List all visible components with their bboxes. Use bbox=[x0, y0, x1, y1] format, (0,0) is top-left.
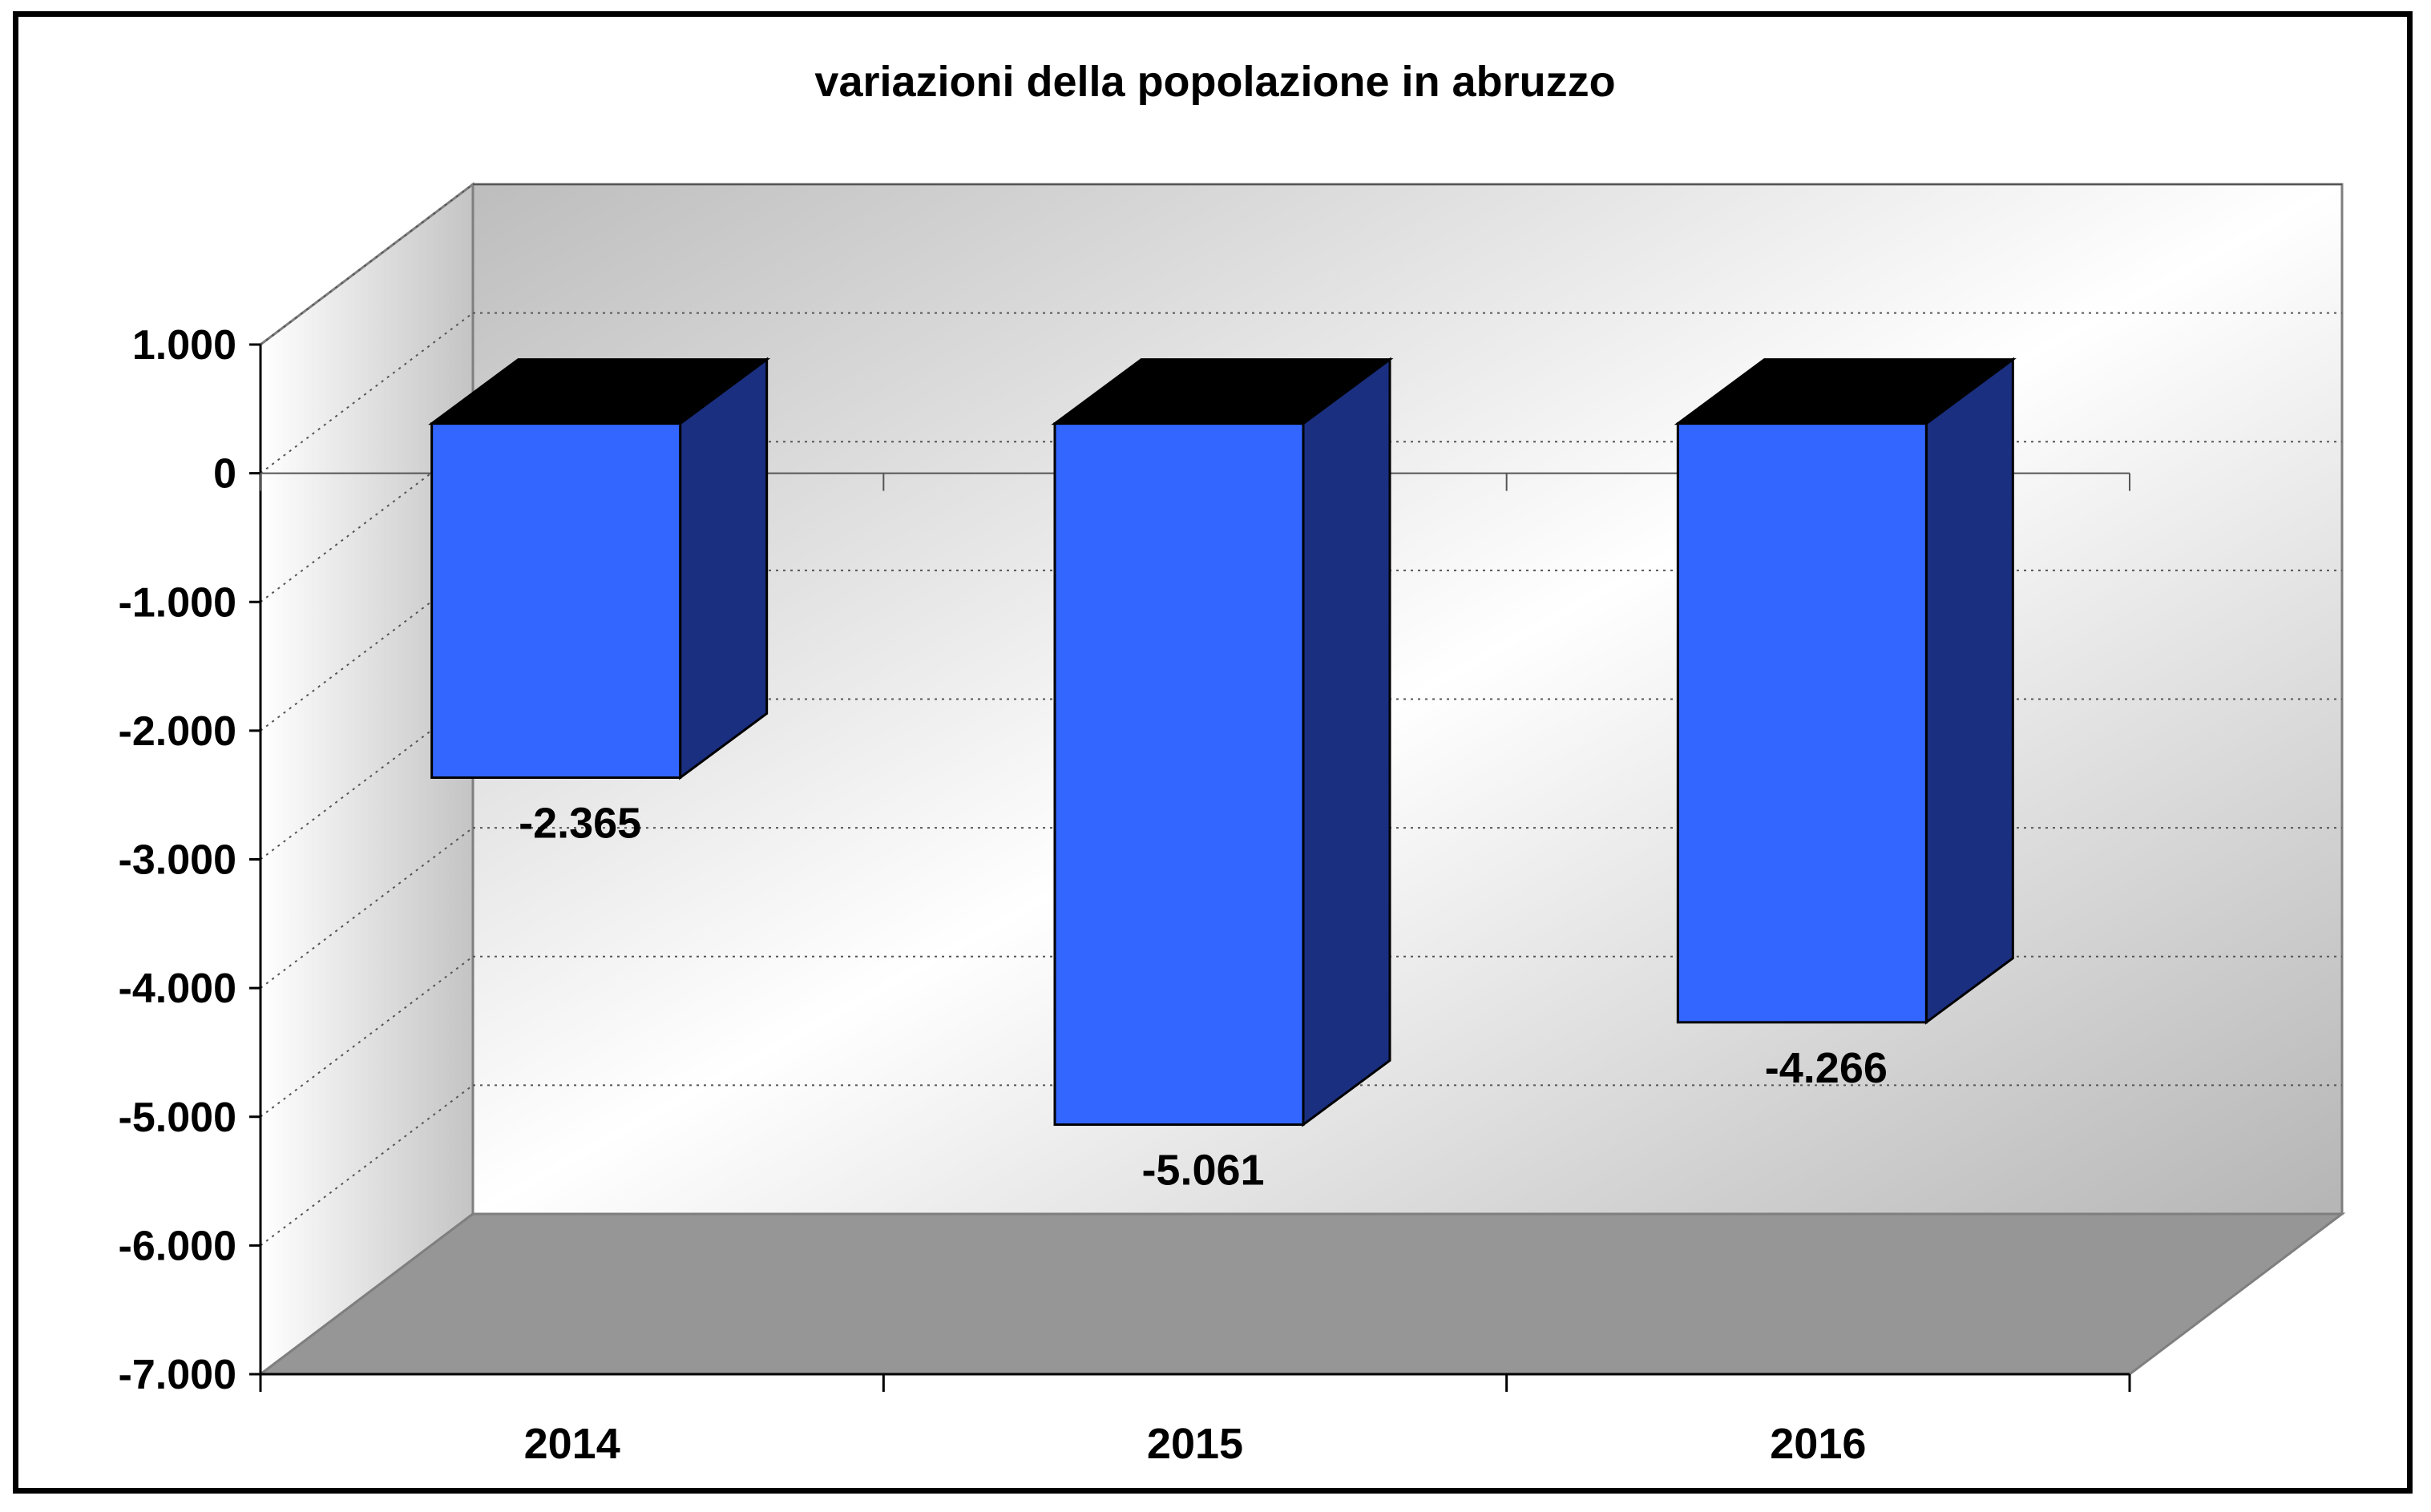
bar-2014 bbox=[428, 357, 771, 780]
side-wall bbox=[259, 181, 474, 1377]
y-tick-label: 1.000 bbox=[132, 322, 236, 369]
y-tick-labels: 1.000 0 -1.000 -2.000 -3.000 -4.000 -5.000 -6.0… bbox=[119, 322, 236, 1398]
y-tick-label: -6.000 bbox=[119, 1223, 236, 1269]
x-tick-label: 2015 bbox=[1147, 1420, 1243, 1468]
data-label: -5.061 bbox=[1141, 1147, 1264, 1195]
bars bbox=[428, 357, 2017, 1127]
side-gridline bbox=[260, 183, 474, 345]
side-gridline bbox=[260, 312, 474, 474]
data-labels: -2.365 -5.061 -4.266 bbox=[519, 800, 1888, 1195]
y-tick-label: -3.000 bbox=[119, 837, 236, 884]
bar bbox=[430, 422, 682, 780]
side-gridline bbox=[260, 1084, 474, 1247]
side-gridline bbox=[260, 955, 474, 1118]
bar-side bbox=[1924, 357, 2014, 1025]
bar bbox=[1053, 422, 1305, 1127]
side-gridline bbox=[260, 827, 474, 989]
y-tick-label: -5.000 bbox=[119, 1095, 236, 1141]
bar-side bbox=[679, 357, 769, 780]
bar-2016 bbox=[1674, 357, 2017, 1025]
x-tick-labels: 2014 2015 2016 bbox=[524, 1420, 1867, 1468]
chart-title: variazioni della popolazione in abruzzo bbox=[814, 58, 1615, 106]
bar-2015 bbox=[1051, 357, 1394, 1127]
side-gridline bbox=[260, 441, 474, 603]
bar-side bbox=[1302, 357, 1391, 1127]
data-label: -2.365 bbox=[519, 800, 641, 848]
floor bbox=[256, 1212, 2346, 1376]
y-tick-label: -2.000 bbox=[119, 708, 236, 755]
side-gridline bbox=[260, 698, 474, 861]
x-tick-label: 2016 bbox=[1770, 1420, 1866, 1468]
y-tick-label: -7.000 bbox=[119, 1352, 236, 1398]
data-label: -4.266 bbox=[1765, 1044, 1888, 1092]
x-tick-label: 2014 bbox=[524, 1420, 620, 1468]
y-tick-label: -4.000 bbox=[119, 966, 236, 1012]
side-gridline bbox=[260, 570, 474, 732]
bar bbox=[1676, 422, 1928, 1024]
y-tick-label: -1.000 bbox=[119, 579, 236, 626]
gridlines bbox=[260, 183, 2342, 1247]
y-tick-label: 0 bbox=[213, 451, 236, 498]
